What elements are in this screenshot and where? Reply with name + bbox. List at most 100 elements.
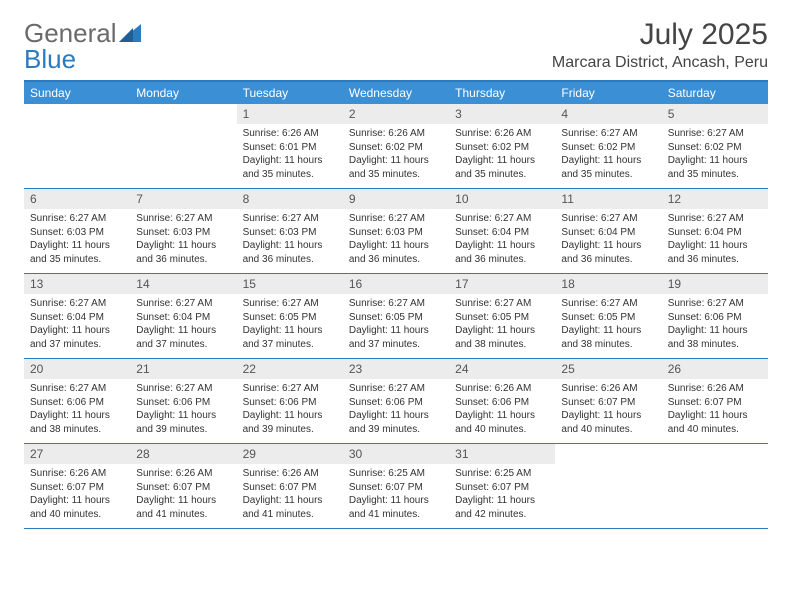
day-number: 27	[24, 444, 130, 464]
sunrise-text: Sunrise: 6:27 AM	[136, 212, 230, 226]
day-number: 19	[662, 274, 768, 294]
sunrise-text: Sunrise: 6:27 AM	[561, 127, 655, 141]
calendar-cell: 1 Sunrise: 6:26 AMSunset: 6:01 PMDaylight…	[237, 104, 343, 188]
sunset-text: Sunset: 6:04 PM	[30, 311, 124, 325]
sunset-text: Sunset: 6:07 PM	[243, 481, 337, 495]
day-details: Sunrise: 6:27 AMSunset: 6:05 PMDaylight:…	[555, 294, 661, 357]
day-details: Sunrise: 6:27 AMSunset: 6:06 PMDaylight:…	[237, 379, 343, 442]
day-header: Thursday	[449, 82, 555, 104]
sunset-text: Sunset: 6:07 PM	[455, 481, 549, 495]
sunset-text: Sunset: 6:03 PM	[349, 226, 443, 240]
calendar-cell: 27Sunrise: 6:26 AMSunset: 6:07 PMDayligh…	[24, 444, 130, 528]
day-details: Sunrise: 6:25 AMSunset: 6:07 PMDaylight:…	[449, 464, 555, 527]
sunset-text: Sunset: 6:01 PM	[243, 141, 337, 155]
sunset-text: Sunset: 6:02 PM	[561, 141, 655, 155]
week-row: 13Sunrise: 6:27 AMSunset: 6:04 PMDayligh…	[24, 274, 768, 359]
day-details: Sunrise: 6:26 AMSunset: 6:07 PMDaylight:…	[555, 379, 661, 442]
calendar-cell: 3Sunrise: 6:26 AMSunset: 6:02 PMDaylight…	[449, 104, 555, 188]
sunrise-text: Sunrise: 6:27 AM	[455, 297, 549, 311]
daylight-text: Daylight: 11 hours and 35 minutes.	[243, 154, 337, 181]
sunset-text: Sunset: 6:05 PM	[561, 311, 655, 325]
calendar-cell: 10Sunrise: 6:27 AMSunset: 6:04 PMDayligh…	[449, 189, 555, 273]
day-number: 5	[662, 104, 768, 124]
day-details: Sunrise: 6:27 AMSunset: 6:06 PMDaylight:…	[662, 294, 768, 357]
logo-sail-icon	[119, 18, 141, 49]
calendar-cell: 13Sunrise: 6:27 AMSunset: 6:04 PMDayligh…	[24, 274, 130, 358]
sunrise-text: Sunrise: 6:25 AM	[349, 467, 443, 481]
day-details: Sunrise: 6:26 AMSunset: 6:02 PMDaylight:…	[343, 124, 449, 187]
calendar-cell: 21Sunrise: 6:27 AMSunset: 6:06 PMDayligh…	[130, 359, 236, 443]
day-number: 2	[343, 104, 449, 124]
sunrise-text: Sunrise: 6:27 AM	[561, 297, 655, 311]
sunset-text: Sunset: 6:06 PM	[136, 396, 230, 410]
sunrise-text: Sunrise: 6:25 AM	[455, 467, 549, 481]
day-number: 22	[237, 359, 343, 379]
sunset-text: Sunset: 6:04 PM	[668, 226, 762, 240]
calendar-cell: 26Sunrise: 6:26 AMSunset: 6:07 PMDayligh…	[662, 359, 768, 443]
location: Marcara District, Ancash, Peru	[552, 54, 768, 72]
calendar-cell: 20Sunrise: 6:27 AMSunset: 6:06 PMDayligh…	[24, 359, 130, 443]
day-number: 10	[449, 189, 555, 209]
day-details: Sunrise: 6:27 AMSunset: 6:03 PMDaylight:…	[343, 209, 449, 272]
sunset-text: Sunset: 6:06 PM	[243, 396, 337, 410]
day-number: 20	[24, 359, 130, 379]
daylight-text: Daylight: 11 hours and 36 minutes.	[668, 239, 762, 266]
calendar-cell: 5Sunrise: 6:27 AMSunset: 6:02 PMDaylight…	[662, 104, 768, 188]
calendar-cell: 11Sunrise: 6:27 AMSunset: 6:04 PMDayligh…	[555, 189, 661, 273]
day-number: 3	[449, 104, 555, 124]
day-details: Sunrise: 6:27 AMSunset: 6:05 PMDaylight:…	[449, 294, 555, 357]
sunrise-text: Sunrise: 6:26 AM	[30, 467, 124, 481]
calendar-cell: 16Sunrise: 6:27 AMSunset: 6:05 PMDayligh…	[343, 274, 449, 358]
calendar-cell: 25Sunrise: 6:26 AMSunset: 6:07 PMDayligh…	[555, 359, 661, 443]
sunset-text: Sunset: 6:03 PM	[243, 226, 337, 240]
daylight-text: Daylight: 11 hours and 37 minutes.	[349, 324, 443, 351]
sunset-text: Sunset: 6:06 PM	[30, 396, 124, 410]
week-row: 20Sunrise: 6:27 AMSunset: 6:06 PMDayligh…	[24, 359, 768, 444]
daylight-text: Daylight: 11 hours and 36 minutes.	[243, 239, 337, 266]
day-number: 9	[343, 189, 449, 209]
day-details: Sunrise: 6:27 AMSunset: 6:04 PMDaylight:…	[130, 294, 236, 357]
sunrise-text: Sunrise: 6:27 AM	[243, 297, 337, 311]
day-details: Sunrise: 6:27 AMSunset: 6:03 PMDaylight:…	[130, 209, 236, 272]
daylight-text: Daylight: 11 hours and 35 minutes.	[668, 154, 762, 181]
calendar-cell: 22Sunrise: 6:27 AMSunset: 6:06 PMDayligh…	[237, 359, 343, 443]
sunset-text: Sunset: 6:06 PM	[349, 396, 443, 410]
day-details: Sunrise: 6:27 AMSunset: 6:04 PMDaylight:…	[24, 294, 130, 357]
daylight-text: Daylight: 11 hours and 36 minutes.	[136, 239, 230, 266]
sunrise-text: Sunrise: 6:27 AM	[30, 212, 124, 226]
day-number	[24, 104, 130, 110]
day-details: Sunrise: 6:27 AMSunset: 6:04 PMDaylight:…	[662, 209, 768, 272]
weeks-container: 1Sunrise: 6:26 AMSunset: 6:01 PMDaylight…	[24, 104, 768, 529]
day-number: 1	[237, 104, 343, 124]
day-details: Sunrise: 6:27 AMSunset: 6:05 PMDaylight:…	[343, 294, 449, 357]
sunrise-text: Sunrise: 6:27 AM	[349, 382, 443, 396]
sunrise-text: Sunrise: 6:26 AM	[243, 127, 337, 141]
sunset-text: Sunset: 6:06 PM	[455, 396, 549, 410]
day-number: 21	[130, 359, 236, 379]
day-details: Sunrise: 6:26 AMSunset: 6:02 PMDaylight:…	[449, 124, 555, 187]
day-details: Sunrise: 6:27 AMSunset: 6:06 PMDaylight:…	[343, 379, 449, 442]
day-details: Sunrise: 6:26 AMSunset: 6:07 PMDaylight:…	[662, 379, 768, 442]
sunrise-text: Sunrise: 6:26 AM	[243, 467, 337, 481]
sunset-text: Sunset: 6:03 PM	[136, 226, 230, 240]
daylight-text: Daylight: 11 hours and 36 minutes.	[561, 239, 655, 266]
day-number: 11	[555, 189, 661, 209]
sunset-text: Sunset: 6:05 PM	[455, 311, 549, 325]
sunrise-text: Sunrise: 6:27 AM	[561, 212, 655, 226]
sunset-text: Sunset: 6:06 PM	[668, 311, 762, 325]
day-number: 4	[555, 104, 661, 124]
daylight-text: Daylight: 11 hours and 35 minutes.	[30, 239, 124, 266]
daylight-text: Daylight: 11 hours and 40 minutes.	[668, 409, 762, 436]
day-details: Sunrise: 6:25 AMSunset: 6:07 PMDaylight:…	[343, 464, 449, 527]
daylight-text: Daylight: 11 hours and 37 minutes.	[243, 324, 337, 351]
daylight-text: Daylight: 11 hours and 35 minutes.	[349, 154, 443, 181]
calendar-cell: 7Sunrise: 6:27 AMSunset: 6:03 PMDaylight…	[130, 189, 236, 273]
daylight-text: Daylight: 11 hours and 39 minutes.	[136, 409, 230, 436]
calendar-cell: 17Sunrise: 6:27 AMSunset: 6:05 PMDayligh…	[449, 274, 555, 358]
day-details: Sunrise: 6:26 AMSunset: 6:07 PMDaylight:…	[237, 464, 343, 527]
sunrise-text: Sunrise: 6:26 AM	[668, 382, 762, 396]
day-number: 8	[237, 189, 343, 209]
sunrise-text: Sunrise: 6:27 AM	[30, 297, 124, 311]
daylight-text: Daylight: 11 hours and 36 minutes.	[455, 239, 549, 266]
day-details: Sunrise: 6:27 AMSunset: 6:03 PMDaylight:…	[24, 209, 130, 272]
